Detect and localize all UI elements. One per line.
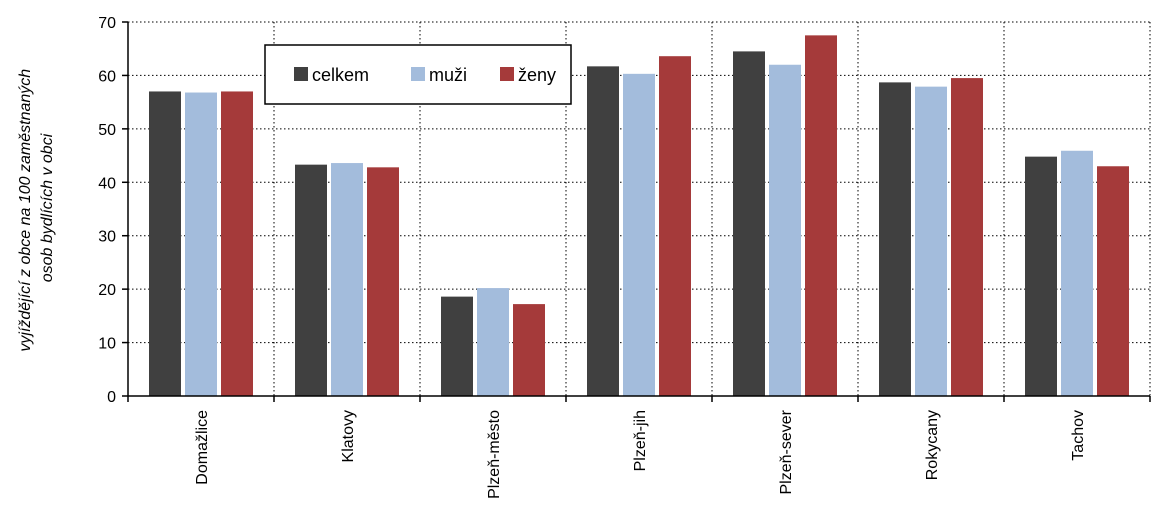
y-axis-label-line-2: osob bydlících v obci <box>39 133 56 282</box>
bar-muži-5 <box>915 86 947 397</box>
bar-muži-1 <box>331 163 363 396</box>
x-category-label: Klatovy <box>340 410 357 462</box>
x-category-label: Tachov <box>1070 410 1087 461</box>
legend-swatch-muzi <box>411 67 425 81</box>
bars <box>149 35 1129 397</box>
legend-label-zeny: ženy <box>518 65 556 85</box>
y-tick-label: 0 <box>107 389 116 406</box>
y-axis-label: vyjíždějící z obce na 100 zaměstnaných o… <box>17 64 56 351</box>
y-tick-label: 40 <box>98 175 116 192</box>
x-category-label: Plzeň-jih <box>632 410 649 471</box>
legend-label-muzi: muži <box>429 65 467 85</box>
y-tick-label: 30 <box>98 229 116 246</box>
y-tick-label: 60 <box>98 68 116 85</box>
bar-celkem-2 <box>441 296 473 396</box>
y-tick-label: 70 <box>98 15 116 32</box>
y-tick-label: 20 <box>98 282 116 299</box>
bar-ženy-3 <box>659 56 691 397</box>
bar-celkem-5 <box>879 82 911 397</box>
y-axis-label-line-1: vyjíždějící z obce na 100 zaměstnaných <box>17 69 34 352</box>
bar-ženy-5 <box>951 78 983 396</box>
bar-ženy-0 <box>221 91 253 396</box>
bar-celkem-4 <box>733 51 765 397</box>
legend: celkem muži ženy <box>264 44 572 105</box>
bar-muži-6 <box>1061 150 1093 396</box>
bar-muži-0 <box>185 92 217 397</box>
x-category-label: Rokycany <box>924 410 941 480</box>
bar-ženy-2 <box>513 304 545 396</box>
legend-swatch-celkem <box>294 67 308 81</box>
y-axis-ticks: 0 10 20 30 40 50 60 70 <box>98 15 128 406</box>
bar-celkem-1 <box>295 164 327 396</box>
x-category-label: Plzeň-sever <box>778 409 795 494</box>
axes <box>127 22 1151 402</box>
bar-muži-3 <box>623 73 655 396</box>
bar-muži-2 <box>477 288 509 396</box>
legend-swatch-zeny <box>500 67 514 81</box>
x-axis-categories: Domažlice Klatovy Plzeň-město Plzeň-jih Plze… <box>194 409 1087 499</box>
bar-ženy-1 <box>367 167 399 396</box>
y-tick-label: 50 <box>98 122 116 139</box>
y-tick-label: 10 <box>98 336 116 353</box>
bar-celkem-6 <box>1025 156 1057 396</box>
x-category-label: Domažlice <box>194 410 211 485</box>
bar-ženy-6 <box>1097 166 1129 396</box>
bar-muži-4 <box>769 64 801 396</box>
x-category-label: Plzeň-město <box>486 410 503 499</box>
legend-label-celkem: celkem <box>312 65 369 85</box>
bar-celkem-3 <box>587 66 619 397</box>
bar-ženy-4 <box>805 35 837 396</box>
bar-celkem-0 <box>149 91 181 396</box>
